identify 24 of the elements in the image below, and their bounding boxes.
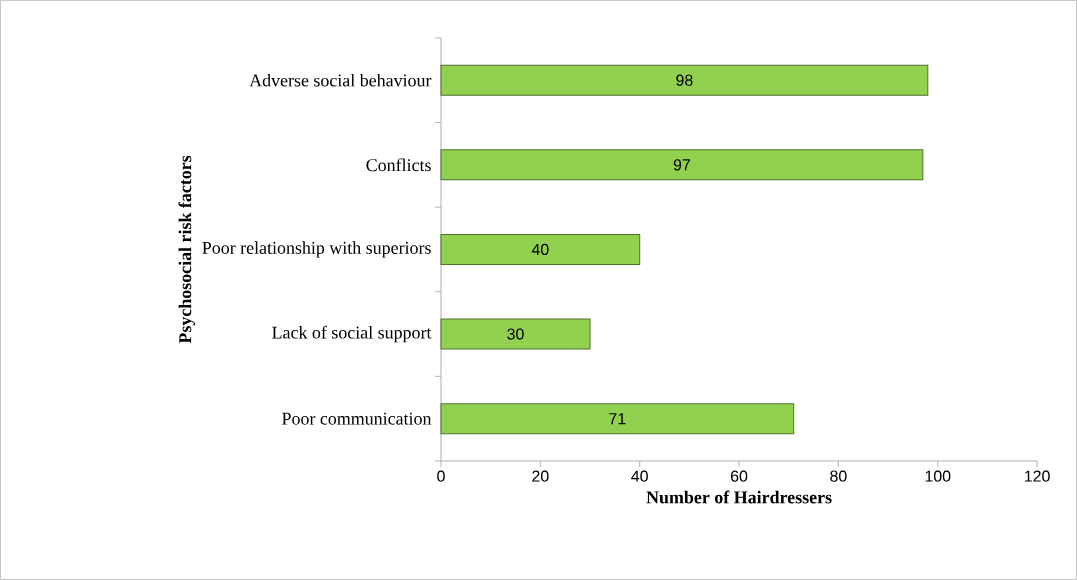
y-tick-label: Conflicts: [366, 158, 431, 172]
x-tick-label: 0: [437, 470, 445, 482]
data-label: 40: [531, 243, 549, 256]
data-label: 30: [507, 328, 524, 340]
y-tick-label: Adverse social behaviour: [249, 73, 432, 87]
data-label: 98: [676, 74, 693, 86]
bar: [440, 149, 924, 181]
x-tick-label: 40: [631, 470, 648, 482]
data-label: 71: [609, 413, 626, 425]
x-tick-label: 100: [925, 470, 951, 482]
y-axis-title: Psychosocial risk factors: [178, 155, 195, 344]
bar: [440, 233, 641, 265]
bar: [440, 318, 591, 350]
x-tick-label: 20: [532, 470, 549, 482]
x-tick-label: 80: [830, 470, 847, 482]
y-tick-label: Lack of social support: [272, 325, 432, 343]
bar: [440, 64, 929, 96]
x-axis-title: Number of Hairdressers: [646, 490, 832, 504]
x-tick-label: 60: [730, 470, 748, 482]
x-tick-label: 120: [1025, 470, 1050, 482]
y-tick-label: Poor relationship with superiors: [202, 241, 431, 258]
data-label: 97: [673, 159, 690, 171]
bar: [440, 403, 795, 435]
y-tick-label: Poor communication: [282, 412, 432, 425]
